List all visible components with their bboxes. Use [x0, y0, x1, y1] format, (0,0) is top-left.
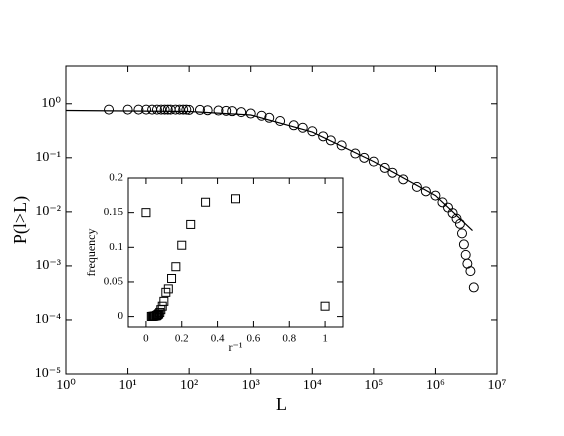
point — [430, 190, 441, 201]
x-axis-label: L — [276, 394, 287, 414]
point — [256, 110, 267, 121]
point — [318, 131, 329, 142]
x-tick-label: 10² — [180, 378, 198, 393]
point — [336, 140, 347, 151]
y-tick-label: 0.1 — [109, 241, 123, 253]
point — [320, 301, 330, 311]
point — [368, 156, 379, 167]
point — [202, 105, 213, 116]
point — [325, 135, 336, 146]
x-tick-label: 10⁴ — [303, 378, 322, 393]
x-tick-label: 0.6 — [247, 333, 261, 345]
point — [178, 104, 189, 115]
point — [379, 162, 390, 173]
y-tick-label: 10⁰ — [41, 96, 61, 111]
y-tick-label: 0.05 — [104, 275, 124, 287]
point — [447, 208, 458, 219]
point — [186, 219, 196, 229]
point — [398, 174, 409, 185]
y-tick-label: 0.15 — [104, 206, 124, 218]
y-tick-label: 10⁻⁴ — [35, 312, 61, 327]
x-tick-label: 10¹ — [118, 378, 136, 393]
x-tick-label: 10⁷ — [488, 378, 507, 393]
point — [350, 148, 361, 159]
point — [451, 213, 462, 224]
y-tick-label: 10⁻¹ — [35, 150, 61, 165]
point — [387, 167, 398, 178]
point — [177, 240, 187, 250]
point — [437, 197, 448, 208]
x-tick-label: 1 — [322, 333, 328, 345]
point — [104, 104, 115, 115]
point — [181, 104, 192, 115]
point — [162, 104, 173, 115]
y-tick-label: 10⁻³ — [35, 258, 61, 273]
point — [231, 194, 240, 204]
x-tick-label: 0.8 — [282, 333, 296, 345]
point — [174, 104, 185, 115]
x-tick-label: 10⁰ — [56, 378, 76, 393]
x-tick-label: 10³ — [242, 378, 260, 393]
point — [151, 104, 162, 115]
point — [213, 105, 224, 116]
point — [141, 104, 152, 115]
point — [468, 282, 479, 293]
point — [161, 287, 171, 297]
x-tick-label: 10⁶ — [426, 378, 445, 393]
point — [245, 108, 256, 119]
y-tick-label: 0.2 — [109, 172, 123, 184]
y-tick-label: 10⁻² — [35, 204, 61, 219]
point — [170, 104, 181, 115]
point — [122, 104, 133, 115]
point — [133, 104, 144, 115]
point — [146, 311, 156, 321]
point — [163, 284, 173, 294]
point — [264, 112, 275, 123]
point — [167, 273, 177, 283]
point — [156, 104, 167, 115]
point — [201, 197, 211, 207]
point — [221, 105, 232, 116]
y-tick-label: 0 — [118, 310, 124, 322]
point — [236, 107, 247, 118]
y-axis-label: frequency — [84, 229, 98, 277]
x-tick-label: 0.4 — [211, 333, 225, 345]
point — [465, 266, 476, 277]
point — [184, 104, 195, 115]
point — [159, 104, 170, 115]
point — [456, 228, 467, 239]
point — [458, 239, 469, 250]
point — [411, 181, 422, 192]
x-tick-label: 0 — [143, 333, 149, 345]
point — [420, 186, 431, 197]
point — [141, 208, 151, 218]
y-tick-label: 10⁻⁵ — [35, 366, 61, 381]
point — [194, 104, 205, 115]
x-tick-label: 0.2 — [175, 333, 189, 345]
point — [359, 152, 370, 163]
x-axis-label: r⁻¹ — [229, 340, 243, 354]
y-axis-label: P(l>L) — [10, 196, 31, 244]
fit-line — [65, 109, 473, 232]
point — [275, 116, 286, 127]
x-tick-label: 10⁵ — [364, 378, 383, 393]
point — [171, 262, 181, 272]
